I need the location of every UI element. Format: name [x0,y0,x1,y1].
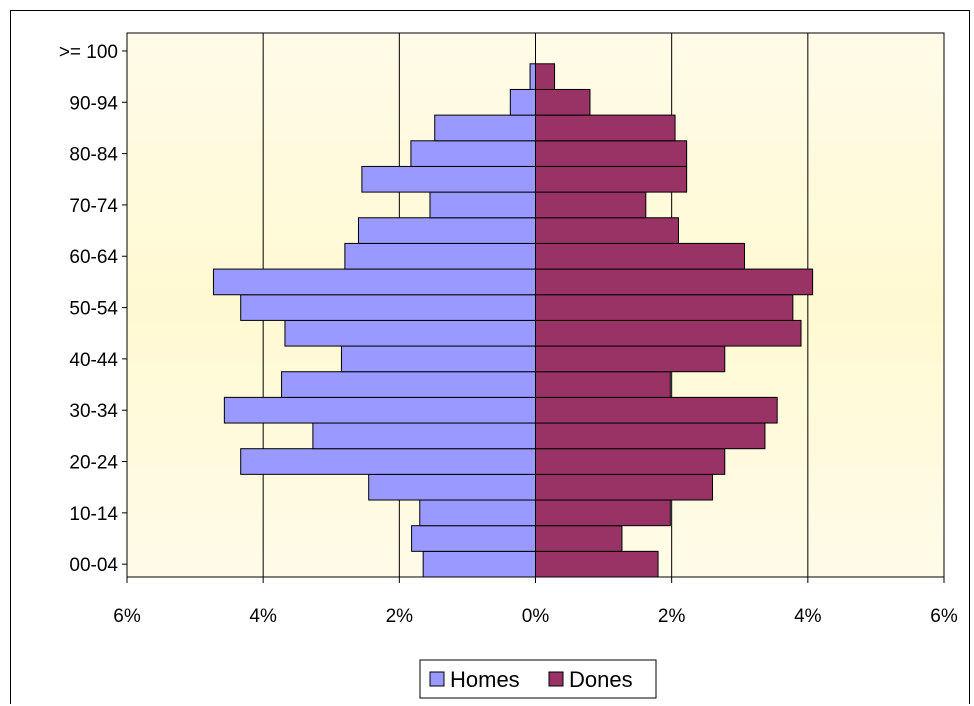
legend-label-dones: Dones [569,667,633,692]
bar-dones-20-24 [535,448,726,475]
bar-homes-50-54 [240,294,537,321]
y-tick-label: 50-54 [69,299,118,320]
bar-dones-10-14 [535,499,671,527]
bar-dones-40-44 [535,345,726,373]
bar-homes-05-09 [411,525,537,552]
bar-dones-60-64 [535,242,746,270]
bar-dones-05-09 [535,525,623,552]
y-tick-label: 30-34 [69,401,118,422]
legend: Homes Dones [419,659,657,699]
bar-homes-20-24 [240,448,537,475]
y-tick-label: 10-14 [69,504,118,525]
legend-label-homes: Homes [450,667,520,692]
bar-homes-35-39 [281,371,536,398]
x-tick-label: 2% [386,606,414,627]
bar-dones-15-19 [535,473,714,501]
bar-homes-40-44 [340,345,536,373]
bar-dones-90-94 [535,88,591,116]
x-axis-tick-labels: 6% 4% 2% 0% 2% 4% 6% [113,577,958,627]
y-tick-label: 90-94 [69,93,118,114]
bar-homes-25-29 [312,422,536,450]
bar-homes-70-74 [429,191,536,219]
bar-homes-95-99 [529,63,537,90]
bar-dones-65-69 [535,217,679,244]
bar-homes-65-69 [357,217,536,244]
bar-homes-30-34 [223,396,536,424]
y-tick-label: 80-84 [69,145,118,166]
bar-homes-85-89 [434,114,536,142]
y-tick-label: 40-44 [69,350,118,371]
chart-frame [10,10,970,704]
legend-swatch-homes [429,671,445,687]
bar-homes-10-14 [419,499,536,527]
bar-homes-55-59 [212,268,537,296]
bar-dones-75-79 [535,165,688,193]
bar-dones-85-89 [535,114,676,142]
legend-box [419,659,657,699]
legend-swatch-dones [548,671,564,687]
bar-dones-30-34 [535,396,778,424]
bar-homes-15-19 [368,473,536,501]
bar-dones-55-59 [535,268,814,296]
x-tick-label: 6% [113,606,141,627]
bar-dones-35-39 [535,371,671,398]
x-tick-label: 0% [522,606,550,627]
bar-homes-80-84 [410,140,536,167]
bar-dones-50-54 [535,294,794,321]
y-tick-label: >= 100 [59,42,118,63]
x-tick-label: 6% [930,606,958,627]
bars [212,63,814,578]
bar-dones-00-04 [535,550,659,578]
x-tick-label: 2% [658,606,686,627]
bar-homes-45-49 [284,319,536,347]
bar-homes-75-79 [361,165,537,193]
y-tick-label: 00-04 [69,555,118,576]
bar-dones-70-74 [535,191,647,219]
bar-dones-95-99 [535,63,556,90]
y-tick-label: 70-74 [69,196,118,217]
bar-dones-80-84 [535,140,688,167]
x-tick-label: 4% [794,606,822,627]
y-axis-tick-labels: 00-04 10-14 20-24 30-34 40-44 50-54 60-64 70-74… [59,42,127,576]
x-tick-label: 4% [249,606,277,627]
bar-homes-90-94 [509,88,537,116]
bar-homes-00-04 [422,550,537,578]
bar-dones-25-29 [535,422,766,450]
y-tick-label: 20-24 [69,453,118,474]
y-tick-label: 60-64 [69,247,118,268]
bar-dones-45-49 [535,319,802,347]
bar-homes-60-64 [344,242,536,270]
